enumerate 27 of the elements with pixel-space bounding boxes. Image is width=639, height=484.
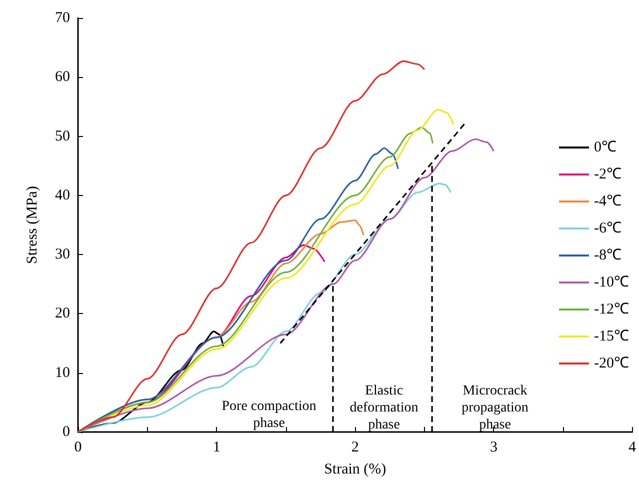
y-tick-label: 30 (55, 246, 70, 263)
annotation: Microcrack propagation phase (462, 384, 528, 432)
x-axis-title: Strain (%) (324, 462, 386, 478)
legend-label: -12℃ (594, 302, 630, 318)
annotation: Elastic deformation phase (350, 384, 418, 432)
legend-label: -8℃ (594, 248, 622, 264)
legend-label: -15℃ (594, 328, 630, 344)
x-tick-label: 1 (212, 440, 220, 456)
y-tick-label: 20 (55, 306, 70, 322)
legend-label: -6℃ (594, 220, 622, 236)
legend-label: -2℃ (594, 166, 622, 182)
legend-label: -20℃ (594, 356, 630, 372)
annotation: Pore compaction phase (222, 399, 316, 431)
legend-label: -10℃ (594, 274, 630, 290)
y-tick-label: 0 (62, 424, 70, 440)
y-tick-label: 50 (55, 128, 70, 144)
legend-label: -4℃ (594, 194, 622, 210)
y-tick-label: 70 (55, 10, 70, 26)
legend-label: 0℃ (594, 140, 617, 156)
x-tick-label: 4 (628, 440, 636, 456)
y-tick-label: 10 (55, 364, 70, 381)
y-tick-label: 40 (55, 187, 70, 204)
x-tick-label: 0 (74, 440, 82, 456)
y-axis-title: Stress (MPa) (24, 186, 40, 264)
x-tick-label: 2 (351, 440, 359, 456)
y-tick-label: 60 (55, 69, 70, 86)
x-tick-label: 3 (490, 440, 498, 456)
